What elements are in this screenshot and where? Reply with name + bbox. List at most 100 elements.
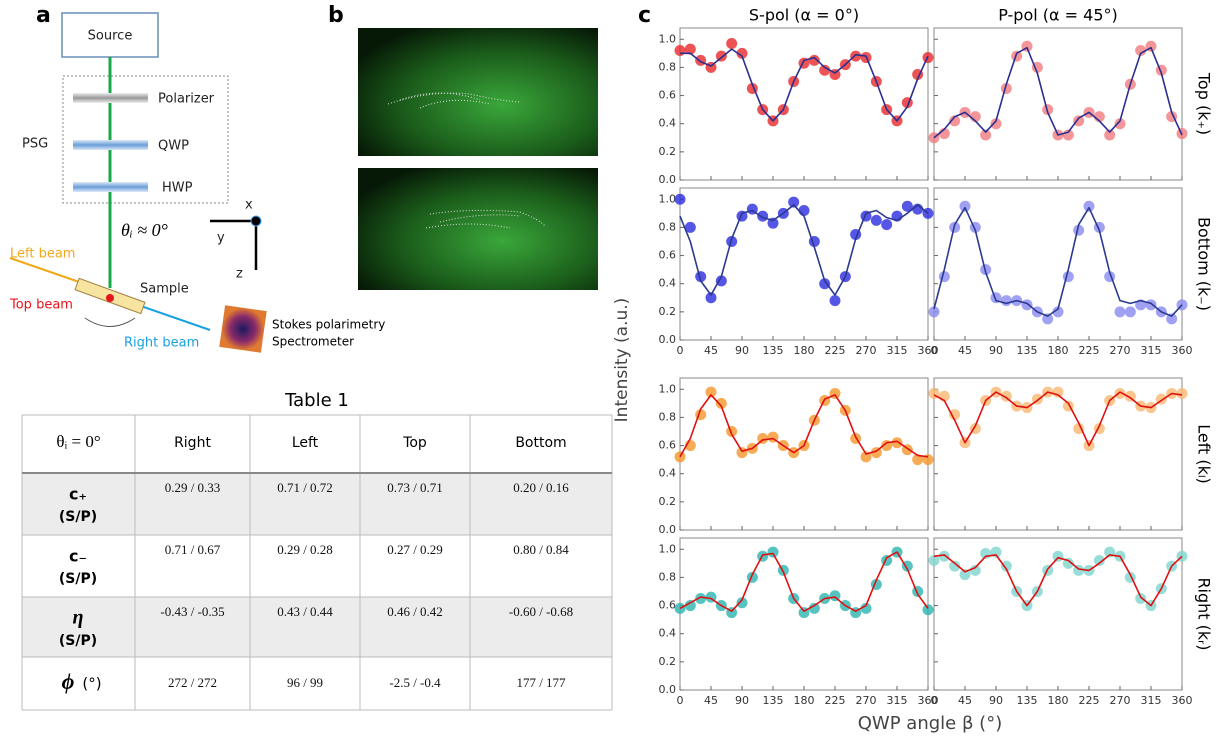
x-tick-label: 90: [735, 694, 749, 707]
table-cell: -0.43 / -0.35: [160, 604, 224, 619]
table-title: Table 1: [284, 390, 349, 411]
x-tick-label: 90: [989, 344, 1003, 357]
data-point: [938, 550, 950, 562]
detector-label: Stokes polarimetry: [272, 318, 385, 332]
data-point: [881, 219, 893, 231]
x-tick-label: 270: [856, 344, 877, 357]
y-tick-label: 0.0: [659, 173, 677, 186]
row-label: c₋: [69, 547, 87, 566]
data-point: [870, 214, 882, 226]
data-point: [959, 200, 971, 212]
data-point: [705, 386, 717, 398]
data-point: [808, 602, 820, 614]
x-tick-label: 45: [958, 694, 972, 707]
psg-box: [62, 75, 229, 204]
data-point: [1083, 200, 1095, 212]
table-cell: 177 / 177: [516, 675, 566, 690]
x-tick-label: 360: [918, 344, 939, 357]
y-axis-title: Intensity (a.u.): [612, 298, 632, 423]
y-tick-label: 0.8: [659, 570, 677, 583]
x-tick-label: 45: [958, 344, 972, 357]
data-point: [1000, 295, 1012, 307]
axis-x-label: x: [245, 198, 253, 213]
column-header: θᵢ = 0°: [56, 432, 100, 451]
x-tick-label: 270: [856, 694, 877, 707]
data-point: [949, 115, 961, 127]
fit-line: [680, 48, 929, 122]
row-label: Right (kᵣ): [1195, 577, 1214, 650]
data-point: [1042, 313, 1054, 325]
table-cell: 0.71 / 0.72: [277, 480, 333, 495]
axis-x: [250, 215, 262, 227]
fit-line: [679, 394, 929, 458]
detector-label: Spectrometer: [272, 335, 354, 349]
data-point: [736, 597, 748, 609]
data-point: [959, 569, 971, 581]
y-tick-label: 0.8: [659, 60, 677, 73]
x-tick-label: 315: [887, 344, 908, 357]
data-point: [695, 593, 707, 605]
column-header: Right: [174, 435, 211, 451]
plot-frame: [933, 377, 1183, 531]
y-tick-label: 0.6: [659, 89, 677, 102]
data-point: [695, 271, 707, 283]
data-point: [736, 47, 748, 59]
source-label: Source: [88, 29, 133, 44]
y-tick-label: 0.4: [659, 627, 677, 640]
x-tick-label: 90: [735, 344, 749, 357]
data-point: [715, 275, 727, 287]
x-tick-label: 315: [1141, 694, 1162, 707]
data-point: [938, 271, 950, 283]
panel-letter: a: [36, 3, 51, 28]
rotation-arrow: [84, 317, 136, 327]
table-cell: 272 / 272: [168, 675, 217, 690]
data-point: [860, 602, 872, 614]
x-tick-label: 360: [1172, 694, 1193, 707]
data-point: [928, 555, 940, 567]
x-tick-label: 0: [931, 694, 938, 707]
data-point: [1021, 299, 1033, 311]
row-unit: (S/P): [59, 571, 97, 587]
data-point: [1135, 45, 1147, 57]
row-label: Top (k₊): [1195, 72, 1214, 135]
x-tick-label: 225: [1079, 694, 1100, 707]
top-beam-spot: [106, 294, 114, 302]
y-tick-label: 0.2: [659, 145, 677, 158]
data-point: [949, 560, 961, 572]
row-unit: (°): [82, 675, 101, 693]
data-point: [1114, 306, 1126, 318]
table-cell: -0.60 / -0.68: [509, 604, 573, 619]
x-tick-label: 180: [1048, 694, 1069, 707]
data-point: [715, 397, 727, 409]
qwp: [73, 140, 148, 150]
y-tick-label: 0.4: [659, 467, 677, 480]
data-point: [928, 306, 940, 318]
top-beam-label: Top beam: [9, 298, 73, 313]
row-bg: [22, 597, 612, 657]
image: [358, 28, 598, 156]
data-point: [1114, 387, 1126, 399]
data-point: [891, 437, 903, 449]
table-cell: 0.29 / 0.28: [277, 542, 333, 557]
y-tick-label: 0.6: [659, 249, 677, 262]
table-cell: 0.27 / 0.29: [387, 542, 443, 557]
data-point: [1104, 129, 1116, 141]
x-tick-label: 180: [1048, 344, 1069, 357]
data-point: [922, 604, 934, 616]
x-tick-label: 270: [1110, 694, 1131, 707]
x-tick-label: 360: [1172, 344, 1193, 357]
data-point: [788, 196, 800, 208]
data-point: [757, 210, 769, 222]
fit-line: [679, 204, 929, 296]
data-point: [1062, 271, 1074, 283]
data-point: [1145, 299, 1157, 311]
x-tick-label: 315: [1141, 344, 1162, 357]
data-point: [829, 295, 841, 307]
data-point: [980, 129, 992, 141]
data-point: [674, 451, 686, 463]
y-tick-label: 0.4: [659, 117, 677, 130]
fit-line: [933, 391, 1183, 447]
data-point: [684, 600, 696, 612]
data-point: [912, 454, 924, 466]
fit-line: [933, 46, 1183, 139]
